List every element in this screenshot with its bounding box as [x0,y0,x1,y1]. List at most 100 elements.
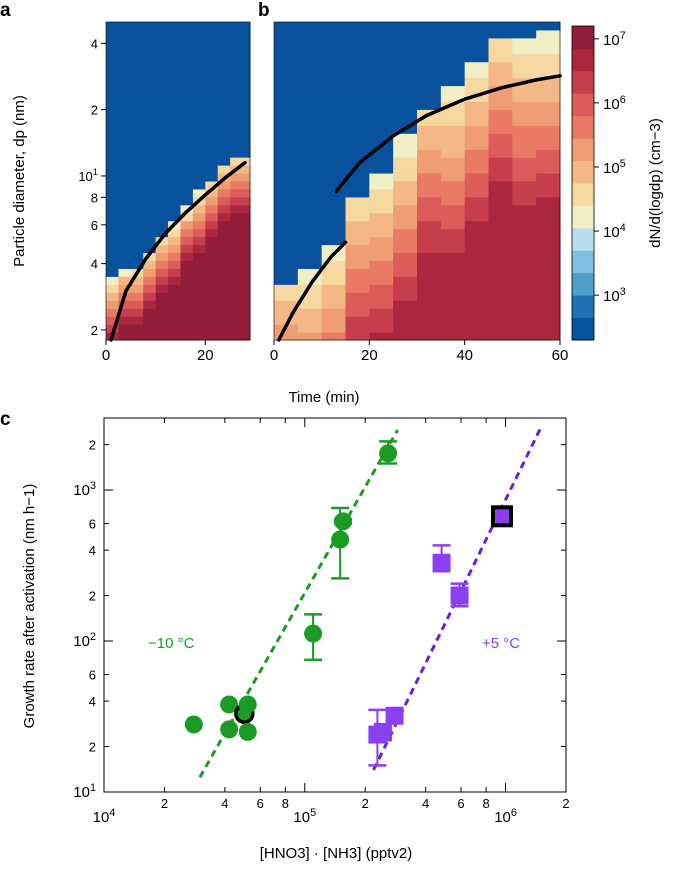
b-heat-cell [297,61,323,71]
a-heat-cell [155,157,169,166]
a-heat-cell [230,181,244,190]
a-heat-cell [192,188,206,198]
b-heat-cell [274,45,299,55]
a-heat-cell [106,268,119,277]
a-heat-cell [130,69,144,79]
b-heat-cell [369,93,394,102]
a-y-tick-label: 2 [91,323,98,338]
colorbar-swatch [572,183,594,206]
a-heat-cell [168,236,181,246]
a-heat-cell [205,22,219,31]
b-heat-cell [417,284,442,293]
b-heat-cell [297,173,323,182]
a-heat-cell [130,316,144,325]
b-heat-cell [274,236,299,246]
b-heat-cell [512,260,537,269]
a-heat-cell [205,37,219,47]
c-y-tick-label: 4 [89,694,96,709]
b-heat-cell [321,157,346,166]
a-heat-cell [130,260,144,269]
panel-a-heatmap: 0 20 2 4 6 8 101 2 4 [78,21,251,364]
b-heat-cell [297,22,323,31]
a-heat-cell [118,332,132,341]
b-heat-cell [512,45,537,55]
a-heat-cell [143,284,157,293]
b-heat-cell [321,300,346,309]
a-heat-cell [230,29,244,39]
b-heat-cell [440,300,466,309]
a-heat-cell [155,93,169,102]
a-heat-cell [130,61,144,71]
b-heat-cell [297,101,323,110]
a-heat-cell [118,101,132,110]
b-heat-cell [274,85,299,95]
panel-b-heatmap: 0 20 40 60 [270,21,568,364]
a-heat-cell [180,93,194,102]
b-heat-cell [536,61,561,71]
b-heat-cell [393,141,418,150]
a-heat-cell [118,141,132,150]
a-heat-cell [118,236,132,246]
a-heat-cell [242,220,251,230]
b-heat-cell [488,220,513,230]
b-heat-cell [536,93,561,102]
a-heat-cell [192,165,206,174]
b-heat-cell [440,196,466,206]
b-heat-cell [512,308,537,317]
b-heat-cell [440,188,466,198]
b-heat-cell [417,268,442,277]
b-heat-cell [369,181,394,190]
b-heat-cell [464,165,489,174]
a-heat-cell [217,220,231,230]
a-heat-cell [130,173,144,182]
b-heat-cell [321,22,346,31]
a-heat-cell [168,212,181,222]
b-heat-cell [488,316,513,325]
a-heat-cell [242,188,251,198]
b-heat-cell [440,324,466,333]
b-heat-cell [488,228,513,238]
a-heat-cell [205,109,219,118]
colorbar-swatch [572,48,594,72]
b-heat-cell [297,300,323,309]
b-heat-cell [512,101,537,110]
a-heat-cell [242,244,251,254]
a-heat-cell [118,220,132,230]
a-heat-cell [205,332,219,341]
b-heat-cell [393,188,418,198]
a-heat-cell [242,37,251,47]
b-heat-cell [536,157,561,166]
a-heat-cell [230,117,244,126]
c-x-tick-label: 6 [257,796,264,811]
a-heat-cell [106,149,119,158]
b-heat-cell [417,117,442,126]
b-heat-cell [274,292,299,301]
b-heat-cell [440,260,466,269]
a-heat-cell [180,244,194,254]
b-heat-cell [512,181,537,190]
a-heat-cell [192,125,206,134]
a-y-tick-label: 6 [91,218,98,233]
b-heat-cell [321,69,346,79]
b-heat-cell [321,324,346,333]
a-heat-cell [106,252,119,261]
a-heat-cell [168,149,181,158]
a-heat-cell [118,173,132,182]
b-heat-cell [488,133,513,142]
a-heat-cell [130,109,144,118]
b-heat-cell [464,308,489,317]
b-heat-cell [488,149,513,158]
a-heat-cell [106,109,119,118]
a-heat-cell [130,29,144,39]
b-heat-cell [417,324,442,333]
a-heat-cell [155,268,169,277]
colorbar-tick-label: 107 [603,30,626,49]
b-heat-cell [393,284,418,293]
a-heat-cell [155,188,169,198]
b-heat-cell [369,157,394,166]
b-heat-cell [369,204,394,214]
a-heat-cell [192,45,206,55]
colorbar-tick-label: 105 [603,158,626,177]
b-heat-cell [536,284,561,293]
b-heat-cell [417,93,442,102]
